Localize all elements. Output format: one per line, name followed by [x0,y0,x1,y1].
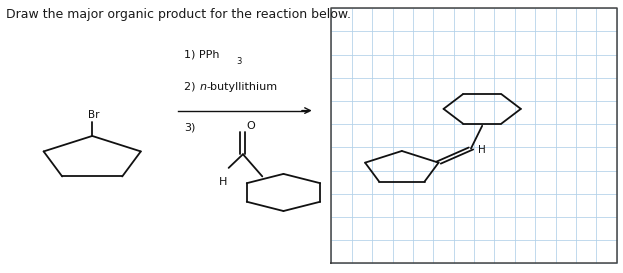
Text: -butyllithium: -butyllithium [207,82,278,92]
Text: 3: 3 [236,57,242,66]
Text: H: H [478,145,486,155]
Text: H: H [219,177,227,188]
Text: 1) PPh: 1) PPh [184,49,219,59]
Text: Br: Br [88,110,100,120]
Text: Draw the major organic product for the reaction below.: Draw the major organic product for the r… [6,8,351,21]
Text: O: O [247,121,255,131]
Text: 2): 2) [184,82,199,92]
Text: n: n [199,82,206,92]
Text: 3): 3) [184,123,195,133]
